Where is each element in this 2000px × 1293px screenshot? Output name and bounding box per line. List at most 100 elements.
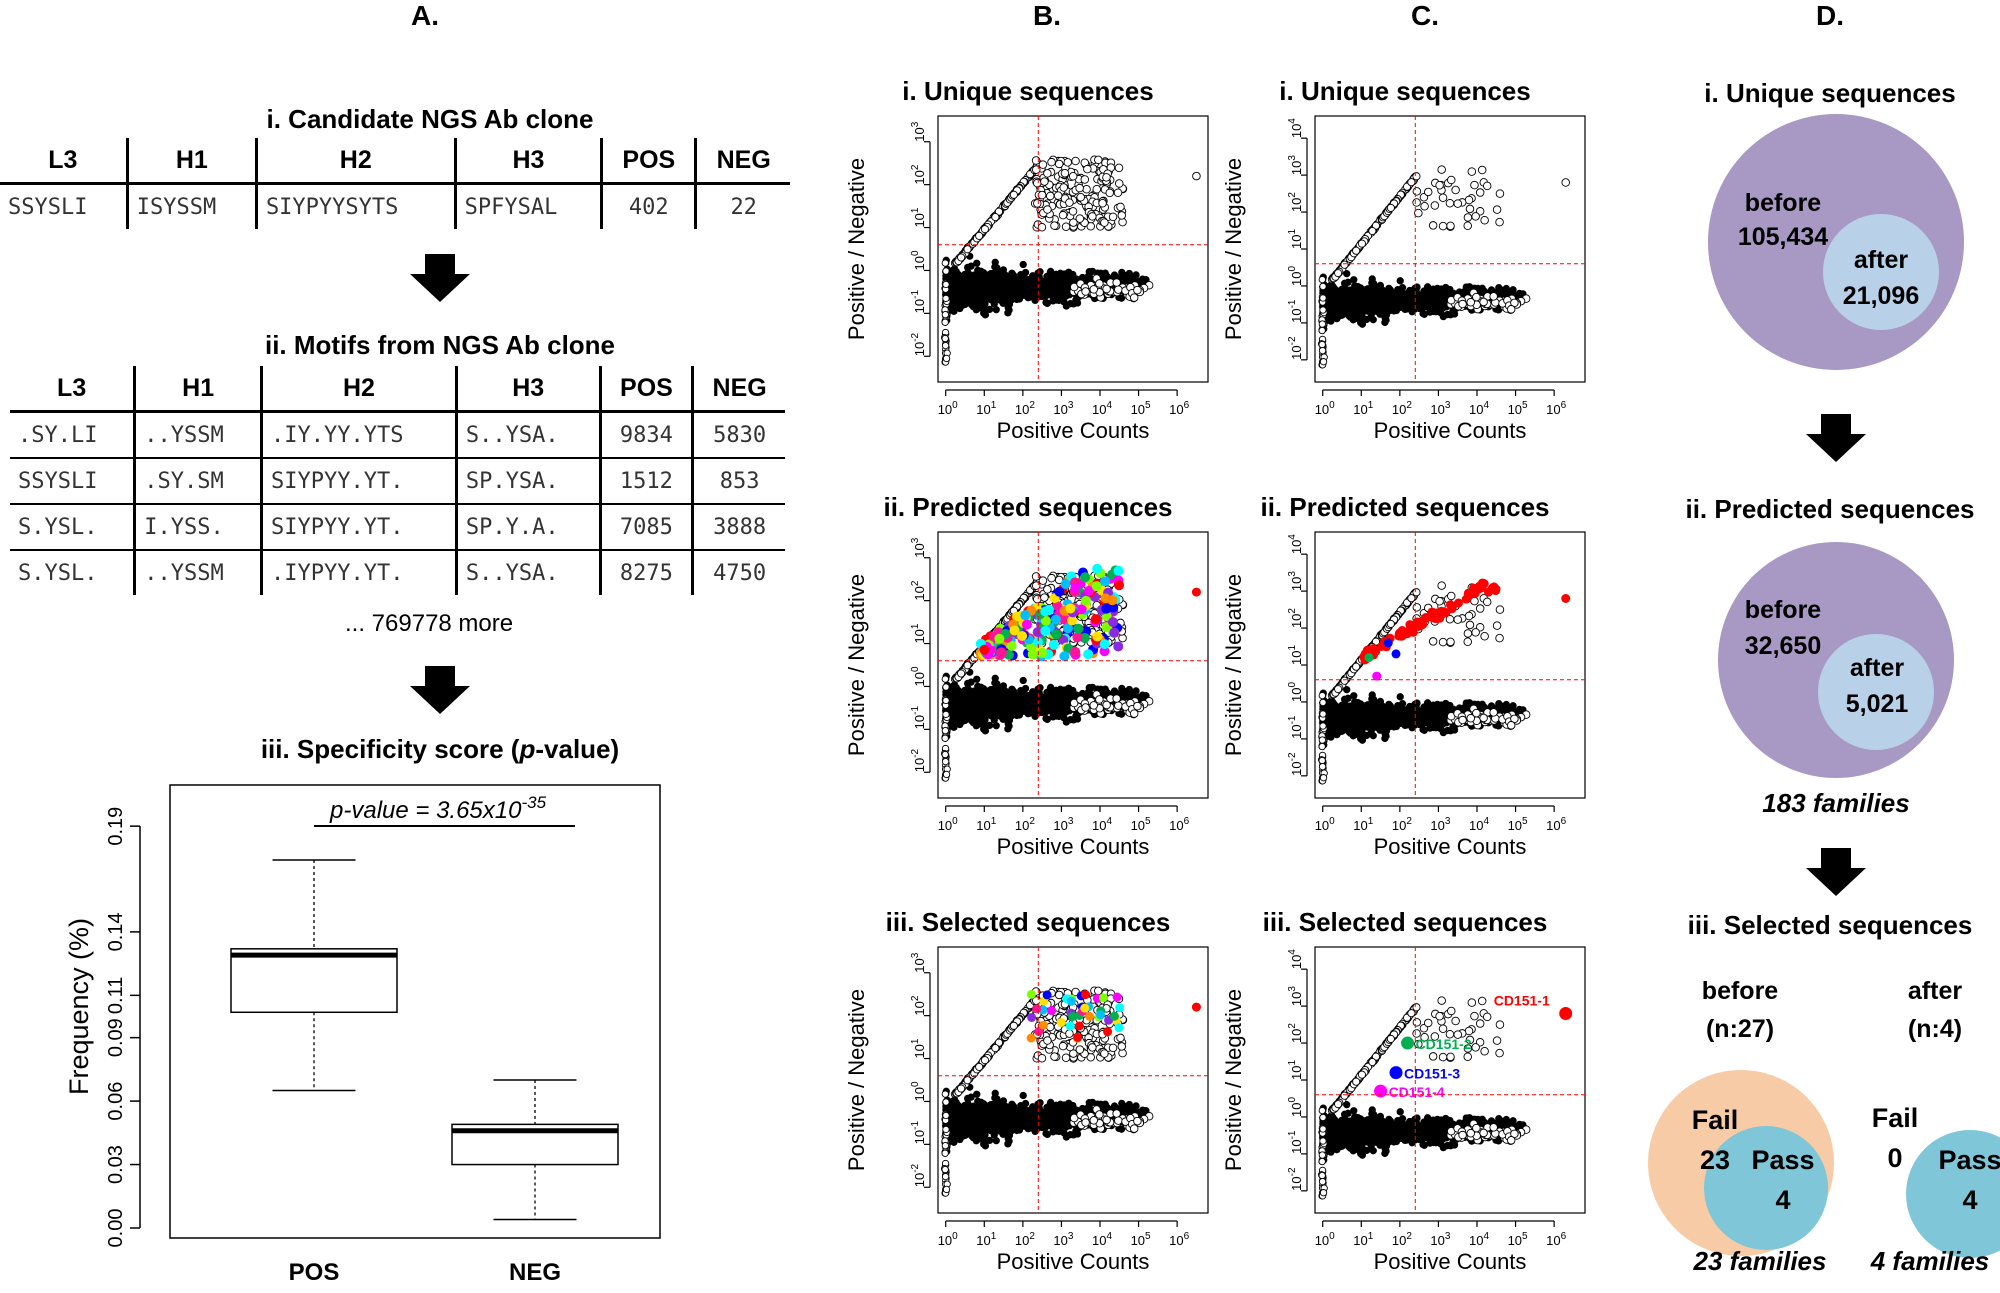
data-point — [1005, 701, 1013, 709]
data-point — [957, 669, 966, 678]
data-point — [991, 1044, 1000, 1053]
highlight-point — [1067, 615, 1078, 626]
data-point — [1062, 718, 1071, 726]
data-point — [961, 287, 969, 295]
data-point — [992, 279, 1000, 287]
data-point — [949, 682, 958, 690]
data-point — [976, 694, 985, 702]
data-point — [970, 1122, 978, 1130]
data-point — [963, 245, 972, 254]
data-point — [1043, 1130, 1051, 1139]
data-point — [1085, 1099, 1093, 1107]
highlight-point — [1054, 586, 1065, 597]
highlight-point — [1050, 614, 1061, 625]
data-point — [1129, 293, 1139, 302]
points-group — [940, 563, 1201, 782]
y-tick-label: 0.14 — [105, 912, 127, 951]
data-point — [1040, 593, 1049, 602]
table-cell: SIYPYY.YT. — [260, 458, 457, 504]
x-tick-label: 102 — [1015, 400, 1035, 417]
data-point — [1043, 715, 1051, 724]
data-point — [1114, 285, 1123, 294]
data-point — [1133, 285, 1142, 295]
data-point — [961, 703, 969, 711]
data-point — [1095, 695, 1104, 704]
data-point — [984, 709, 993, 718]
data-point — [967, 1093, 975, 1101]
highlight-point — [1080, 572, 1091, 583]
data-point — [992, 1137, 1000, 1145]
data-point — [991, 263, 999, 271]
data-point — [1061, 1106, 1069, 1114]
data-point — [961, 300, 969, 309]
data-point — [950, 307, 958, 315]
highlight-point — [1092, 563, 1103, 574]
x-tick-label: 101 — [976, 1231, 996, 1248]
highlight-point — [1108, 617, 1119, 628]
data-point — [1008, 1100, 1016, 1108]
highlight-point — [1027, 649, 1038, 660]
data-point — [981, 722, 989, 730]
y-tick-label: 101 — [910, 207, 927, 227]
data-point — [1033, 199, 1042, 208]
highlight-point — [1114, 580, 1125, 591]
data-point — [1050, 221, 1059, 230]
highlight-point — [1011, 611, 1022, 622]
data-point — [1055, 698, 1063, 707]
data-point — [1043, 299, 1051, 308]
data-point — [1015, 1126, 1024, 1134]
panel_a-table1-header-l3: L3 — [48, 145, 78, 174]
data-point — [941, 1090, 949, 1098]
data-point — [963, 274, 971, 283]
panel_a-table1-header-neg: NEG — [694, 138, 790, 184]
data-point — [967, 262, 975, 270]
panel_a-table1-header-h3: H3 — [453, 138, 602, 184]
data-point — [942, 710, 950, 719]
data-point — [1080, 175, 1090, 184]
data-point — [1121, 1102, 1129, 1111]
data-point — [1050, 275, 1059, 284]
highlight-point — [996, 647, 1007, 658]
data-point — [1043, 272, 1051, 281]
data-point — [963, 1105, 971, 1114]
candidate-clone-table: L3 H1 H2 H3 POS NEG SSYSLI ISYSSM SIYPYYSYTS SPF… — [0, 138, 790, 229]
highlight-point — [1191, 1002, 1201, 1012]
data-point — [1043, 205, 1052, 214]
points-group — [940, 986, 1201, 1197]
data-point — [1068, 171, 1078, 181]
table-cell: 402 — [600, 183, 696, 229]
data-point — [975, 231, 984, 240]
table-row: .SY.LI ..YSSM .IY.YY.YTS S..YSA. 9834 5830 — [10, 411, 785, 458]
data-point — [961, 1131, 969, 1140]
table-cell: .SY.LI — [18, 422, 98, 448]
table1-title: i. Candidate NGS Ab clone — [266, 104, 594, 134]
x-category-label: NEG — [509, 1259, 561, 1286]
highlight-point — [1066, 996, 1076, 1006]
data-point — [962, 1112, 970, 1120]
data-point — [984, 694, 992, 702]
highlight-point — [1096, 1010, 1106, 1020]
boxplot-title: iii. Specificity score (p-value) — [260, 734, 620, 764]
data-point — [1047, 283, 1056, 292]
table-cell: S.YSL. — [18, 560, 98, 586]
highlight-point — [1062, 623, 1073, 634]
highlight-point — [1027, 1012, 1037, 1022]
data-point — [1038, 576, 1048, 585]
highlight-point — [1040, 615, 1051, 626]
data-point — [998, 293, 1007, 301]
data-point — [1032, 581, 1041, 590]
data-point — [949, 1097, 958, 1105]
data-point — [941, 1142, 950, 1150]
data-point — [1041, 706, 1050, 714]
plot-frame — [1314, 115, 1586, 383]
y-tick-label: 10-1 — [910, 1121, 927, 1145]
highlight-point — [1099, 639, 1110, 650]
data-point — [1063, 158, 1073, 167]
data-point — [991, 1094, 999, 1102]
data-point — [1089, 1116, 1098, 1125]
data-point — [1088, 212, 1097, 221]
data-point — [1043, 585, 1052, 594]
highlight-point — [1060, 578, 1071, 589]
scatter-title: iii. Selected sequences — [886, 907, 1171, 937]
data-point — [1058, 711, 1066, 719]
